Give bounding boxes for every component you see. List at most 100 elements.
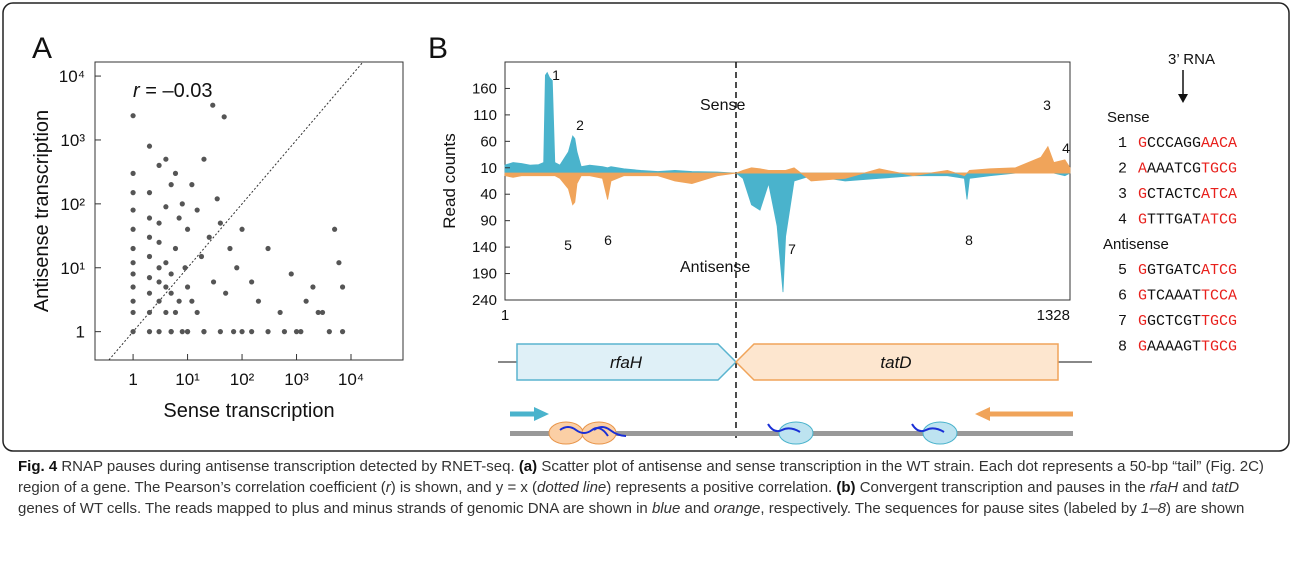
point <box>217 220 223 226</box>
x-tick-label: 10¹ <box>175 370 200 389</box>
point <box>130 309 136 316</box>
diagonal <box>108 61 364 361</box>
point <box>163 156 169 162</box>
group-title: Antisense <box>1103 236 1169 253</box>
site-number: 5 <box>1118 262 1127 279</box>
point <box>265 329 271 335</box>
sequence-body: AAAAGT <box>1147 339 1201 356</box>
caption-text: (a) <box>518 458 538 475</box>
point <box>332 226 338 232</box>
point <box>217 329 223 335</box>
sequence-tail: TGCG <box>1201 339 1237 356</box>
site-number: 7 <box>1118 313 1127 330</box>
point <box>146 215 153 221</box>
area <box>504 145 1071 206</box>
x-tick-label: 1328 <box>1037 307 1070 324</box>
point <box>163 284 169 290</box>
point <box>234 265 240 271</box>
group-title: Sense <box>1107 109 1150 126</box>
point <box>210 279 217 285</box>
caption-text: rfaH <box>1149 479 1179 496</box>
gene-tatD <box>734 343 1059 381</box>
caption-text: ) are shown <box>1165 500 1245 517</box>
point <box>221 114 227 120</box>
point <box>130 260 136 266</box>
point <box>168 271 174 277</box>
caption-text: genes of WT cells. The reads mapped to p… <box>18 500 652 517</box>
arrow-head <box>534 407 549 421</box>
y-tick-label: 160 <box>472 80 497 97</box>
caption-text: dotted line <box>537 479 607 496</box>
point <box>223 290 229 296</box>
site-number: 8 <box>1118 339 1127 356</box>
sequence-body: TCAAAT <box>1147 288 1201 305</box>
sequence: GCCCAGGAACA <box>1138 135 1237 152</box>
caption: Fig. 4 RNAP pauses during antisense tran… <box>18 456 1274 519</box>
sequence-head: G <box>1138 262 1147 279</box>
point <box>189 298 195 304</box>
point <box>130 170 136 176</box>
site-number: 1 <box>1118 135 1127 152</box>
point <box>214 196 220 202</box>
point <box>184 329 191 335</box>
sequence-head: A <box>1138 161 1147 178</box>
point <box>146 329 153 335</box>
sequence-head: G <box>1138 313 1147 330</box>
y-tick-label: 110 <box>473 107 497 124</box>
sequence-head: G <box>1138 212 1147 229</box>
point <box>184 284 191 290</box>
point <box>172 245 179 252</box>
y-tick-label: 140 <box>472 239 497 256</box>
point <box>156 329 162 335</box>
sequence-body: GCTCGT <box>1147 313 1201 330</box>
point <box>293 329 300 335</box>
point <box>288 271 294 277</box>
rna <box>767 423 801 433</box>
y-tick-label: 10³ <box>60 131 85 150</box>
y-tick-label: 40 <box>480 186 497 203</box>
point <box>156 279 162 285</box>
point <box>249 279 255 285</box>
caption-text: Convergent transcription and pauses in t… <box>855 479 1150 496</box>
caption-text: ) represents a positive correlation. <box>606 479 837 496</box>
pointer-head <box>1178 94 1188 103</box>
caption-text: Fig. 4 <box>18 458 58 475</box>
annotation: r = –0.03 <box>133 80 213 102</box>
point <box>179 201 185 207</box>
point <box>201 156 207 162</box>
x-tick-label: 10³ <box>284 370 309 389</box>
y-tick-label: 90 <box>480 213 497 230</box>
plot-frame <box>94 61 404 361</box>
point <box>168 290 174 296</box>
point <box>277 309 283 316</box>
peak-label: 2 <box>576 117 584 133</box>
annotation: Sense <box>700 97 745 114</box>
point <box>339 329 346 335</box>
rnap <box>778 421 814 445</box>
point <box>189 182 195 188</box>
sequence-body: TTTGAT <box>1147 212 1201 229</box>
point <box>156 220 162 226</box>
plot-frame <box>504 61 1071 301</box>
sequence: GCTACTCATCA <box>1138 186 1237 203</box>
point <box>156 239 162 245</box>
point <box>163 260 169 266</box>
point <box>201 329 207 335</box>
panel-label: A <box>32 32 52 65</box>
site-number: 6 <box>1118 288 1127 305</box>
point <box>227 245 233 252</box>
point <box>146 275 153 281</box>
caption-text: tatD <box>1211 479 1240 496</box>
x-tick-label: 1 <box>128 370 137 389</box>
sequence: AAAATCGTGCG <box>1138 161 1237 178</box>
sequence-head: G <box>1138 339 1147 356</box>
peak-label: 3 <box>1043 97 1051 113</box>
caption-text: RNAP pauses during antisense transcripti… <box>57 458 519 475</box>
sequence: GTTTGATATCG <box>1138 212 1237 229</box>
sequence-tail: ATCG <box>1201 212 1237 229</box>
caption-text: blue <box>651 500 681 517</box>
sequence-tail: TGCG <box>1201 161 1237 178</box>
peak-label: 7 <box>788 241 796 257</box>
point <box>206 234 212 240</box>
point <box>156 265 162 271</box>
